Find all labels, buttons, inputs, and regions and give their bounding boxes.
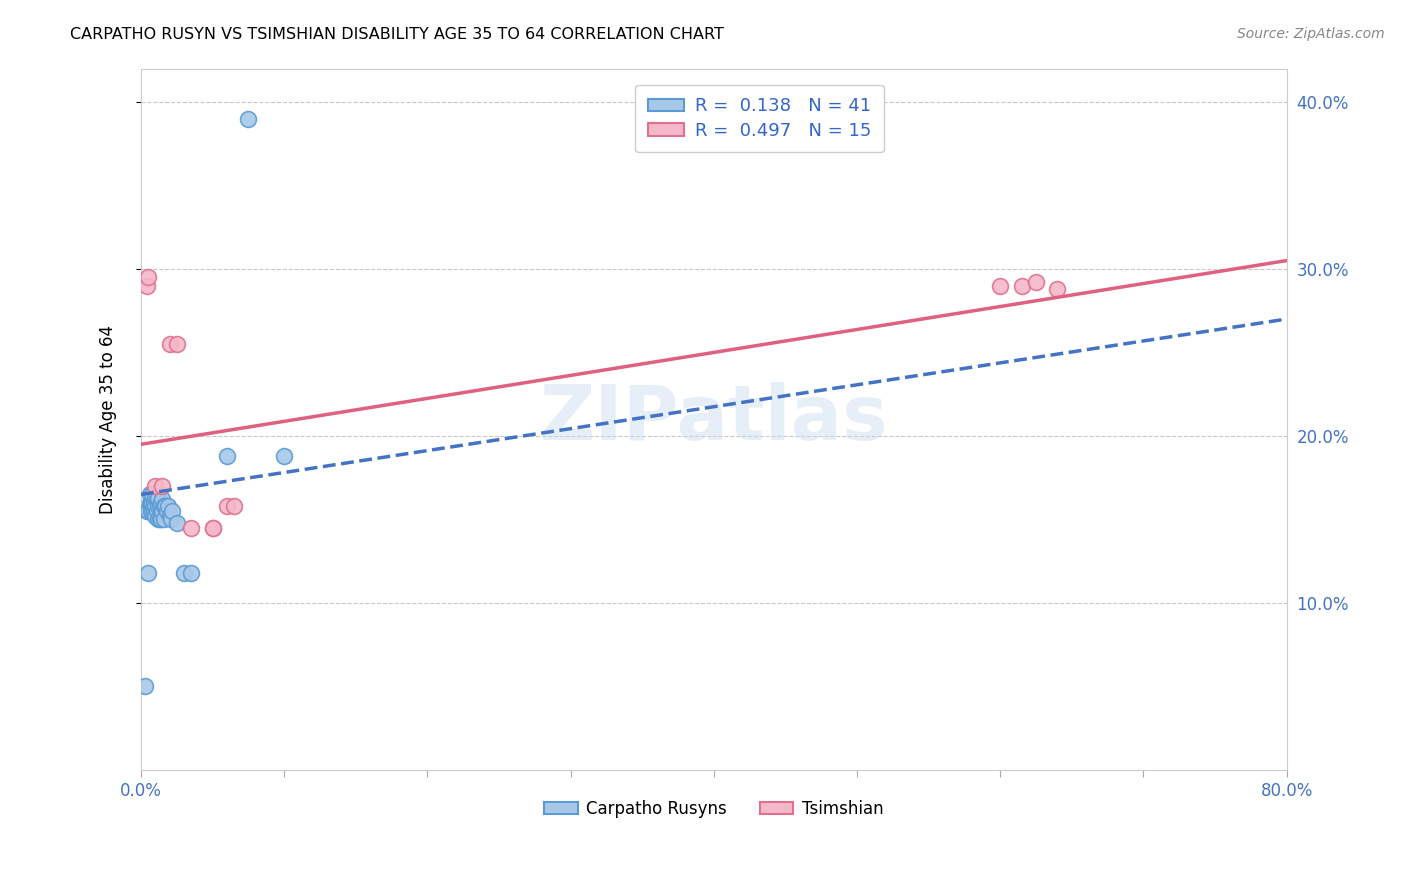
Point — [135, 504, 157, 518]
Point — [139, 504, 162, 518]
Point — [141, 487, 163, 501]
Point — [146, 512, 169, 526]
Point — [138, 496, 160, 510]
Point — [152, 479, 174, 493]
Point — [156, 504, 179, 518]
Point — [153, 499, 176, 513]
Point — [141, 504, 163, 518]
Point — [153, 512, 176, 526]
Point — [166, 516, 188, 530]
Point — [180, 566, 202, 580]
Point — [141, 496, 163, 510]
Point — [152, 492, 174, 507]
Point — [146, 491, 169, 505]
Point — [136, 566, 159, 580]
Point — [201, 521, 224, 535]
Text: Source: ZipAtlas.com: Source: ZipAtlas.com — [1237, 27, 1385, 41]
Point — [159, 509, 181, 524]
Point — [152, 504, 174, 518]
Point — [159, 337, 181, 351]
Point — [149, 512, 172, 526]
Point — [145, 504, 167, 518]
Point — [146, 499, 169, 513]
Point — [145, 492, 167, 507]
Point — [143, 509, 166, 524]
Point — [142, 496, 165, 510]
Point — [215, 499, 238, 513]
Point — [143, 499, 166, 513]
Point — [143, 491, 166, 505]
Legend: Carpatho Rusyns, Tsimshian: Carpatho Rusyns, Tsimshian — [537, 794, 890, 825]
Point — [1011, 278, 1033, 293]
Point — [180, 521, 202, 535]
Point — [134, 680, 156, 694]
Point — [173, 566, 195, 580]
Point — [215, 449, 238, 463]
Point — [136, 270, 159, 285]
Text: CARPATHO RUSYN VS TSIMSHIAN DISABILITY AGE 35 TO 64 CORRELATION CHART: CARPATHO RUSYN VS TSIMSHIAN DISABILITY A… — [70, 27, 724, 42]
Point — [155, 499, 177, 513]
Point — [988, 278, 1011, 293]
Point — [166, 337, 188, 351]
Point — [149, 499, 172, 513]
Point — [150, 496, 173, 510]
Y-axis label: Disability Age 35 to 64: Disability Age 35 to 64 — [100, 325, 117, 514]
Point — [136, 504, 159, 518]
Point — [222, 499, 245, 513]
Point — [138, 487, 160, 501]
Point — [160, 512, 183, 526]
Point — [139, 496, 162, 510]
Point — [201, 521, 224, 535]
Point — [238, 112, 260, 126]
Text: ZIPatlas: ZIPatlas — [540, 383, 889, 457]
Point — [1025, 275, 1047, 289]
Point — [157, 499, 180, 513]
Point — [1046, 282, 1069, 296]
Point — [273, 449, 295, 463]
Point — [162, 504, 184, 518]
Point — [135, 278, 157, 293]
Point — [150, 512, 173, 526]
Point — [143, 479, 166, 493]
Point — [142, 504, 165, 518]
